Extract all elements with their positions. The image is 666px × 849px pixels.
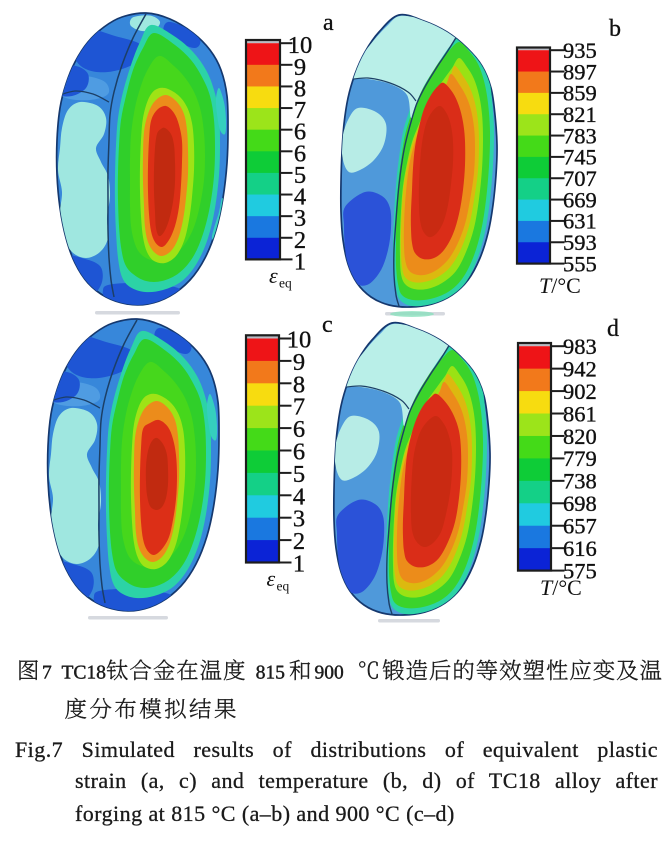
svg-text:T/°C: T/°C — [540, 575, 582, 600]
svg-text:eq: eq — [279, 276, 292, 291]
svg-text:669: 669 — [563, 187, 597, 212]
svg-text:707: 707 — [563, 166, 597, 191]
svg-text:859: 859 — [563, 81, 597, 106]
svg-text:738: 738 — [563, 469, 597, 494]
svg-text:eq: eq — [277, 579, 290, 594]
svg-text:631: 631 — [563, 209, 597, 234]
svg-text:820: 820 — [563, 424, 597, 449]
svg-text:b: b — [609, 16, 621, 42]
svg-text:821: 821 — [563, 102, 597, 127]
svg-text:575: 575 — [563, 558, 597, 583]
svg-text:593: 593 — [563, 230, 597, 255]
svg-text:861: 861 — [563, 401, 597, 426]
svg-text:4: 4 — [293, 483, 305, 510]
svg-text:698: 698 — [563, 491, 597, 516]
svg-text:555: 555 — [563, 251, 597, 276]
svg-text:897: 897 — [563, 59, 597, 84]
svg-text:657: 657 — [563, 514, 597, 539]
svg-text:T/°C: T/°C — [539, 273, 581, 298]
svg-text:2: 2 — [293, 528, 305, 555]
svg-text:1: 1 — [293, 551, 305, 578]
svg-text:ε: ε — [269, 263, 278, 288]
svg-text:7: 7 — [294, 97, 306, 124]
svg-text:935: 935 — [563, 38, 597, 63]
svg-text:10: 10 — [287, 327, 312, 354]
svg-text:2: 2 — [294, 227, 306, 254]
svg-text:9: 9 — [293, 349, 305, 376]
svg-text:6: 6 — [294, 119, 306, 146]
svg-text:7: 7 — [293, 394, 305, 421]
svg-text:9: 9 — [294, 54, 306, 81]
svg-text:783: 783 — [563, 123, 597, 148]
svg-text:8: 8 — [293, 371, 305, 398]
svg-text:ε: ε — [267, 566, 276, 591]
svg-text:902: 902 — [563, 379, 597, 404]
svg-text:745: 745 — [563, 145, 597, 170]
svg-text:6: 6 — [293, 439, 305, 466]
svg-text:983: 983 — [563, 334, 597, 359]
svg-text:3: 3 — [293, 506, 305, 533]
svg-text:3: 3 — [294, 205, 306, 232]
svg-text:5: 5 — [294, 162, 306, 189]
svg-text:a: a — [323, 10, 334, 36]
svg-text:5: 5 — [293, 461, 305, 488]
svg-text:d: d — [607, 316, 619, 342]
svg-text:4: 4 — [294, 184, 306, 211]
svg-text:c: c — [322, 312, 333, 338]
svg-text:616: 616 — [563, 536, 597, 561]
svg-text:1: 1 — [294, 248, 306, 275]
svg-text:6: 6 — [293, 416, 305, 443]
svg-text:8: 8 — [294, 75, 306, 102]
svg-text:942: 942 — [563, 356, 597, 381]
svg-text:10: 10 — [288, 32, 313, 59]
svg-text:6: 6 — [294, 140, 306, 167]
svg-text:779: 779 — [563, 446, 597, 471]
